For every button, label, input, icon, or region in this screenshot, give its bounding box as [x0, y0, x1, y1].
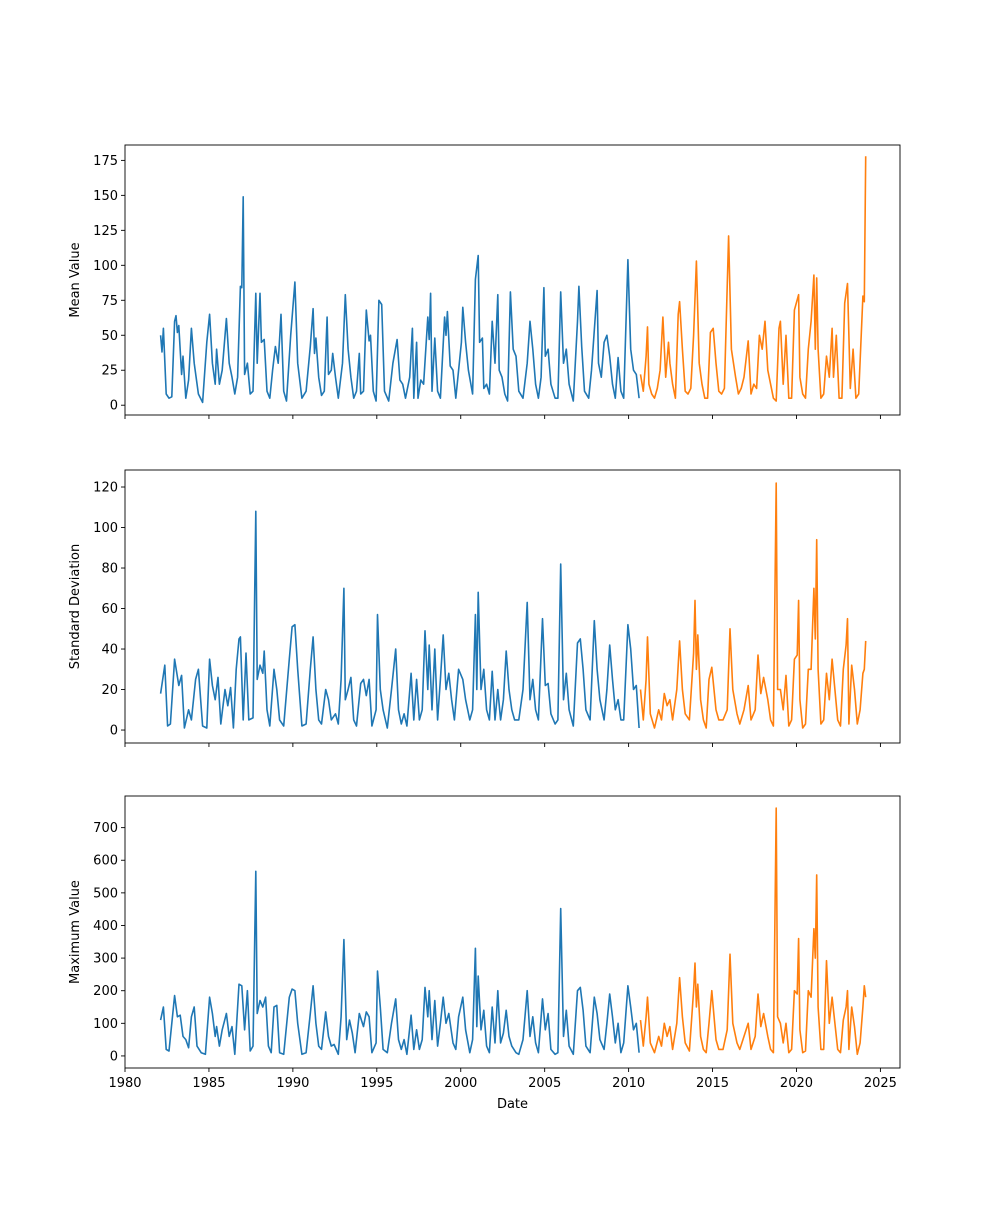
y-tick-label: 40	[101, 643, 118, 658]
subplot-2: 0 20 40 60 80 100 120 Standard Deviation	[68, 469, 901, 747]
y-tick-label: 600	[93, 854, 118, 869]
x-tick-label: 2020	[780, 1076, 813, 1091]
x-tick-label: 1990	[276, 1076, 309, 1091]
series-line-orange	[639, 156, 867, 402]
x-tick-label: 2005	[528, 1076, 561, 1091]
y-tick-label: 75	[101, 294, 118, 309]
axes-frame	[124, 469, 901, 744]
x-tick-label: 2000	[444, 1076, 477, 1091]
y-axis-label: Mean Value	[68, 242, 83, 317]
y-tick-label: 700	[93, 821, 118, 836]
subplot-3: 0 100 200 300 400 500 600 700 1980 1985 1990 1995 20…	[68, 795, 901, 1112]
y-tick-label: 300	[93, 952, 118, 967]
axes-frame	[124, 144, 901, 416]
axes-frame	[124, 795, 901, 1069]
y-tick-label: 150	[93, 189, 118, 204]
y-tick-label: 125	[93, 224, 118, 239]
y-tick-label: 100	[93, 259, 118, 274]
y-tick-label: 500	[93, 886, 118, 901]
y-tick-label: 100	[93, 521, 118, 536]
x-tick-label: 2025	[864, 1076, 897, 1091]
y-tick-label: 60	[101, 602, 118, 617]
y-tick-label: 25	[101, 364, 118, 379]
y-tick-label: 20	[101, 683, 118, 698]
x-tick-label: 1995	[360, 1076, 393, 1091]
series-line-blue	[159, 510, 640, 729]
y-tick-label: 175	[93, 154, 118, 169]
y-tick-label: 50	[101, 329, 118, 344]
x-tick-label: 1980	[108, 1076, 141, 1091]
series-line-blue	[159, 196, 640, 404]
x-tick-label: 2010	[612, 1076, 645, 1091]
series-line-orange	[639, 482, 867, 729]
y-tick-label: 400	[93, 919, 118, 934]
series-line-orange	[639, 807, 867, 1056]
subplot-1: 0 25 50 75 100 125 150 175 Mean Value	[68, 144, 901, 419]
y-axis-label: Maximum Value	[68, 880, 83, 984]
x-axis-label: Date	[497, 1097, 528, 1112]
y-tick-label: 120	[93, 481, 118, 496]
y-tick-label: 0	[110, 1049, 118, 1064]
series-line-blue	[159, 870, 640, 1056]
y-tick-label: 80	[101, 562, 118, 577]
y-tick-label: 0	[110, 724, 118, 739]
y-tick-label: 0	[110, 399, 118, 414]
x-tick-label: 2015	[696, 1076, 729, 1091]
x-tick-label: 1985	[192, 1076, 225, 1091]
y-tick-label: 200	[93, 984, 118, 999]
y-tick-label: 100	[93, 1017, 118, 1032]
y-axis-label: Standard Deviation	[68, 544, 83, 669]
